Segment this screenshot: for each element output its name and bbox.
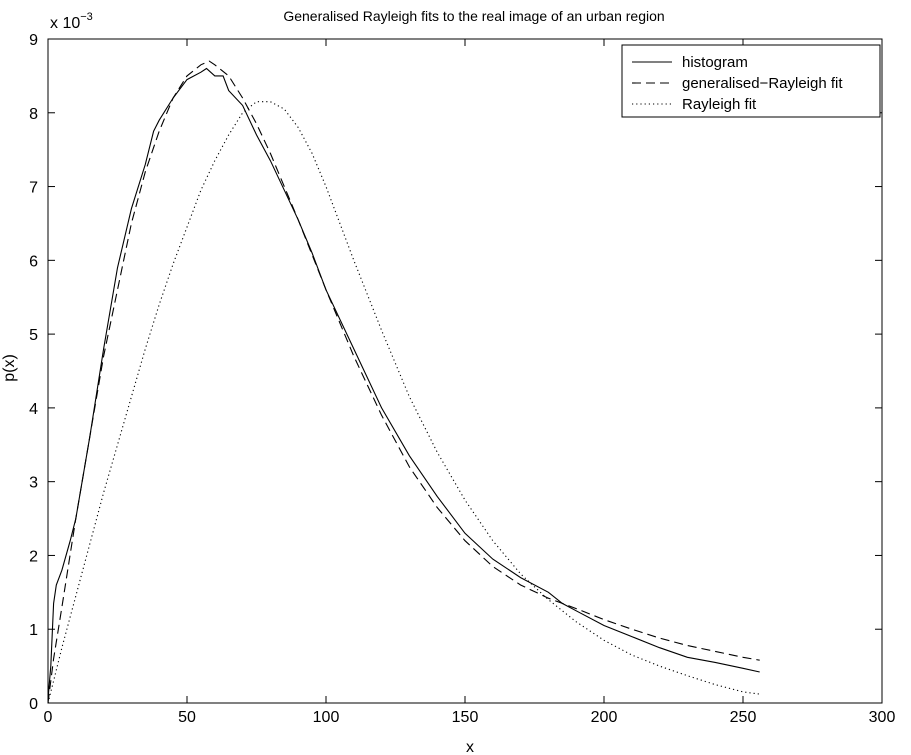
axis-ticks: 0 50 100 150 200 250 300 0 1 2 3 4 5 6 7 8 9 xyxy=(29,32,895,726)
y-axis-multiplier: x 10−3 xyxy=(50,11,93,32)
y-tick-label: 9 xyxy=(29,32,38,49)
svg-text:x 10−3: x 10−3 xyxy=(50,11,93,32)
x-tick-label: 200 xyxy=(591,709,618,726)
legend-label: histogram xyxy=(682,54,748,71)
x-tick-label: 150 xyxy=(452,709,479,726)
x-axis-label: x xyxy=(466,739,474,755)
x-tick-label: 250 xyxy=(730,709,757,726)
x-tick-label: 300 xyxy=(869,709,896,726)
y-tick-label: 7 xyxy=(29,180,38,197)
legend-label: generalised−Rayleigh fit xyxy=(682,75,843,92)
x-tick-label: 50 xyxy=(178,709,196,726)
series-line-dashed xyxy=(47,60,760,704)
y-tick-label: 0 xyxy=(29,696,38,713)
y-axis-label: p(x) xyxy=(1,354,18,382)
y-tick-label: 3 xyxy=(29,475,38,492)
y-tick-label: 6 xyxy=(29,253,38,270)
y-tick-label: 4 xyxy=(29,401,38,418)
y-multiplier-exponent: −3 xyxy=(80,11,93,23)
y-tick-label: 2 xyxy=(29,548,38,565)
legend-label: Rayleigh fit xyxy=(682,96,757,113)
x-tick-label: 100 xyxy=(313,709,340,726)
y-multiplier-base: x 10 xyxy=(50,15,80,32)
x-tick-label: 0 xyxy=(44,709,53,726)
y-tick-label: 1 xyxy=(29,622,38,639)
y-tick-label: 5 xyxy=(29,327,38,344)
y-tick-label: 8 xyxy=(29,106,38,123)
legend: histogram generalised−Rayleigh fit Rayleig… xyxy=(621,44,881,118)
series-lines xyxy=(47,60,760,704)
legend-box xyxy=(621,44,881,118)
chart-title: Generalised Rayleigh fits to the real im… xyxy=(283,8,664,24)
